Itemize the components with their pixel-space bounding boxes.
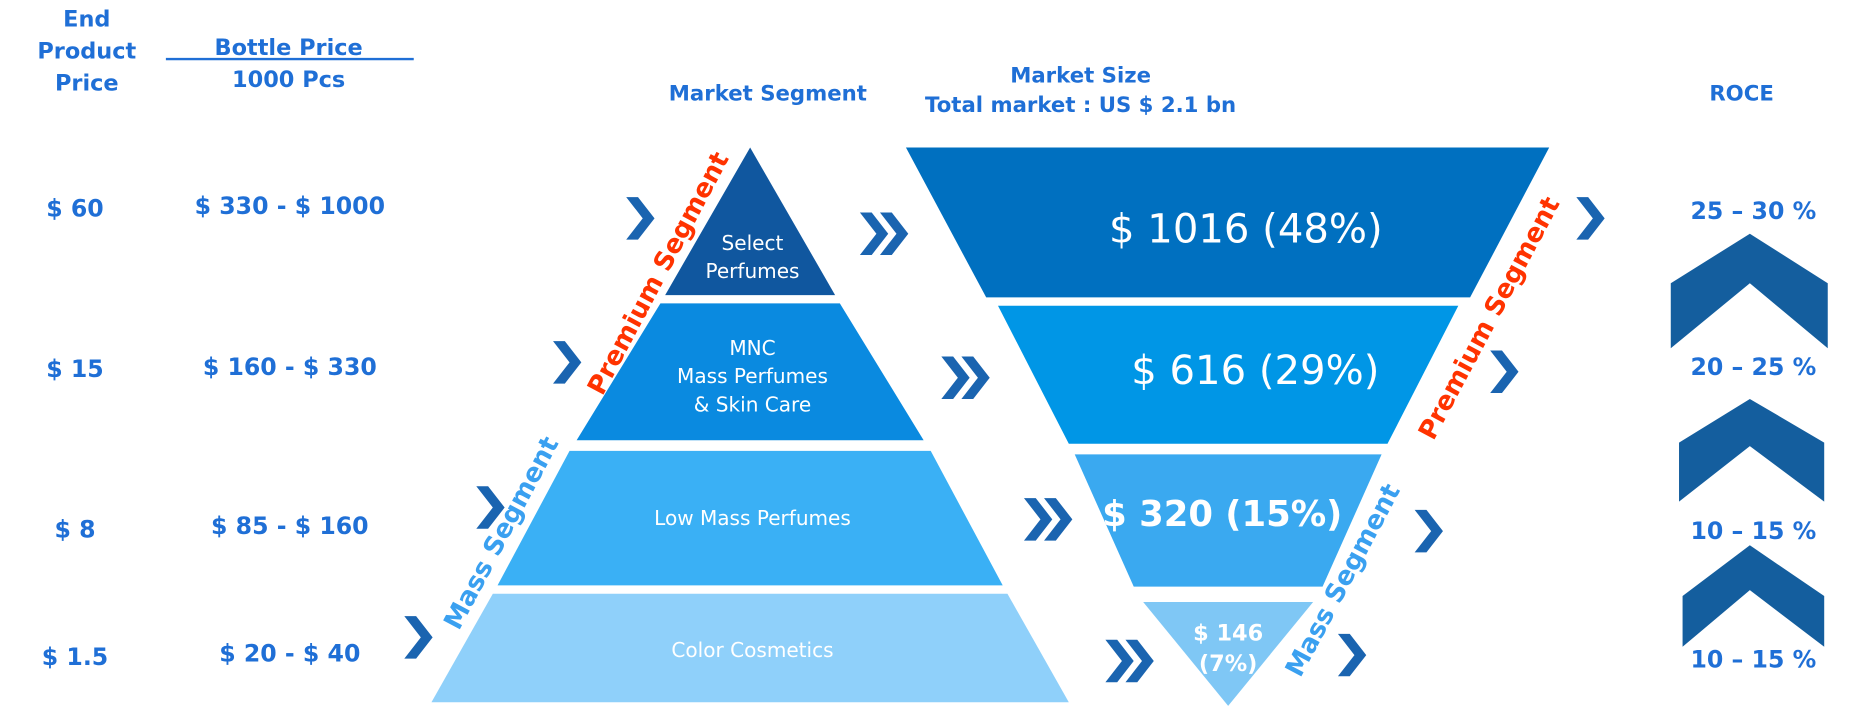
pyramid-layer	[497, 450, 1003, 586]
header: Market Size	[1010, 64, 1151, 89]
header: Product	[37, 38, 136, 64]
chevron	[879, 212, 909, 255]
pyramid-layer	[576, 303, 924, 441]
chevron	[1337, 633, 1367, 677]
up-chevron	[1682, 545, 1825, 647]
up-chevron	[1670, 233, 1828, 349]
chevron	[1044, 498, 1073, 541]
bottle-price: $ 160 - $ 330	[203, 353, 377, 381]
market-size: $ 146	[1193, 620, 1263, 646]
end-price: $ 8	[54, 516, 95, 544]
end-price: $ 60	[46, 195, 103, 223]
bottle-price: $ 85 - $ 160	[211, 512, 369, 540]
chevron	[1105, 639, 1134, 683]
header: Bottle Price	[215, 35, 363, 61]
chevrons	[404, 197, 1605, 683]
header: Market Segment	[669, 81, 867, 106]
market-size: $ 616 (29%)	[1131, 348, 1379, 394]
header: Price	[55, 70, 119, 96]
chevron	[941, 356, 970, 399]
market-size: (7%)	[1199, 651, 1258, 677]
segment-label: Perfumes	[705, 259, 799, 283]
end-price: $ 15	[46, 355, 103, 383]
chevron	[1414, 509, 1443, 553]
chevron	[1490, 350, 1519, 394]
chevron	[1576, 197, 1605, 240]
segment-label: Select	[722, 231, 784, 255]
roce: 20 – 25 %	[1691, 353, 1817, 381]
bottle-price: $ 20 - $ 40	[219, 640, 360, 668]
header: Total market : US $ 2.1 bn	[925, 93, 1236, 118]
header: 1000 Pcs	[232, 67, 345, 93]
chevron	[961, 356, 990, 399]
funnel-layer	[997, 305, 1459, 444]
up-chevron	[1679, 398, 1825, 502]
market-size: $ 320 (15%)	[1102, 494, 1342, 535]
roce: 10 – 15 %	[1691, 645, 1817, 673]
chevron	[476, 486, 505, 529]
funnel-layer	[905, 147, 1550, 298]
chevron	[1125, 639, 1154, 683]
chevron	[859, 212, 889, 255]
segment-label: MNC	[729, 336, 775, 360]
roce: 10 – 15 %	[1691, 517, 1817, 545]
pyramid-layer	[431, 593, 1069, 703]
header: End	[63, 7, 110, 33]
segment-label: Mass Perfumes	[677, 364, 828, 388]
chevron	[1023, 498, 1053, 541]
end-price: $ 1.5	[42, 643, 108, 671]
chevron	[626, 197, 655, 240]
chevron	[553, 341, 582, 384]
funnel-layer	[1074, 454, 1382, 587]
market-size: $ 1016 (48%)	[1109, 206, 1383, 252]
pyramid-layer	[665, 147, 836, 296]
segment-label: & Skin Care	[694, 393, 811, 417]
bottle-price: $ 330 - $ 1000	[195, 192, 385, 220]
roce: 25 – 30 %	[1691, 197, 1817, 225]
chevron	[404, 616, 433, 659]
header: ROCE	[1709, 81, 1774, 106]
segment-label: Color Cosmetics	[671, 638, 833, 662]
funnel-layer	[1143, 601, 1314, 706]
segment-label: Low Mass Perfumes	[654, 506, 851, 530]
